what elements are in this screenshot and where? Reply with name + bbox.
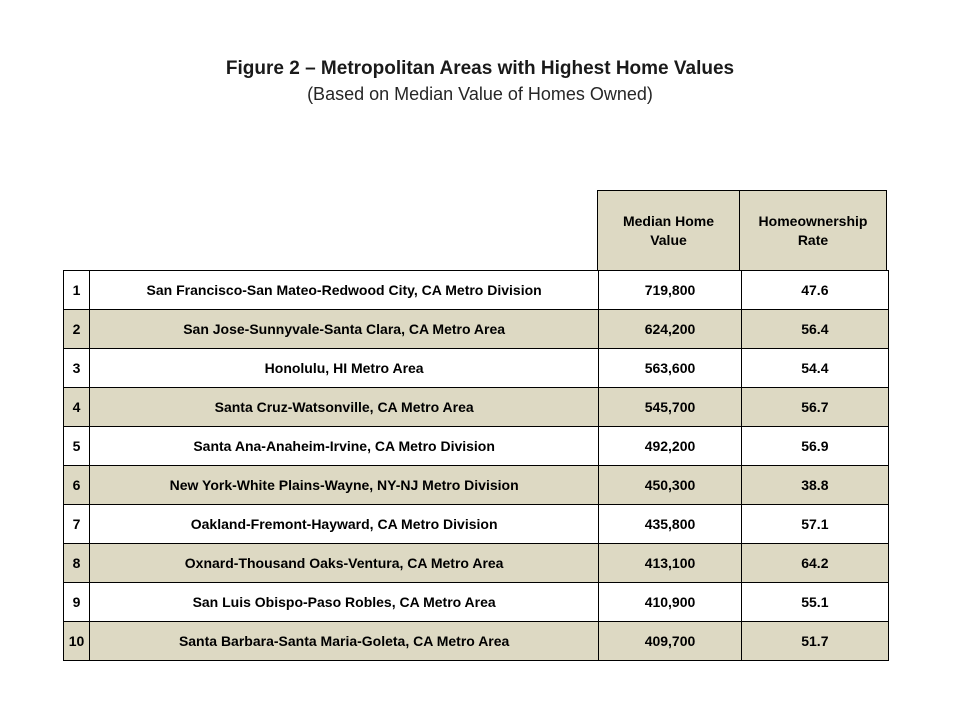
table-row: 6 New York-White Plains-Wayne, NY-NJ Met… [63,465,890,505]
table-row: 8 Oxnard-Thousand Oaks-Ventura, CA Metro… [63,543,890,583]
column-header-homeownership-rate: Homeownership Rate [739,190,887,271]
table-row: 1 San Francisco-San Mateo-Redwood City, … [63,270,890,310]
rank-cell: 9 [63,582,90,622]
ownership-rate-cell: 57.1 [740,504,890,544]
median-value-cell: 624,200 [598,309,742,349]
median-value-cell: 545,700 [598,387,742,427]
figure-title: Figure 2 – Metropolitan Areas with Highe… [225,58,735,79]
ownership-rate-cell: 38.8 [740,465,890,505]
ownership-rate-cell: 51.7 [740,621,890,661]
median-value-cell: 413,100 [598,543,742,583]
rank-cell: 6 [63,465,90,505]
ownership-rate-cell: 55.1 [740,582,890,622]
metro-area-cell: Oakland-Fremont-Hayward, CA Metro Divisi… [88,504,600,544]
ownership-rate-cell: 56.9 [740,426,890,466]
metro-area-cell: Honolulu, HI Metro Area [88,348,600,388]
median-value-cell: 410,900 [598,582,742,622]
metro-area-cell: Santa Ana-Anaheim-Irvine, CA Metro Divis… [88,426,600,466]
table-row: 3 Honolulu, HI Metro Area 563,600 54.4 [63,348,890,388]
table-row: 9 San Luis Obispo-Paso Robles, CA Metro … [63,582,890,622]
figure-subtitle: (Based on Median Value of Homes Owned) [307,83,653,104]
metro-area-cell: San Jose-Sunnyvale-Santa Clara, CA Metro… [88,309,600,349]
metro-area-cell: San Luis Obispo-Paso Robles, CA Metro Ar… [88,582,600,622]
median-value-cell: 492,200 [598,426,742,466]
median-value-cell: 719,800 [598,270,742,310]
table-row: 5 Santa Ana-Anaheim-Irvine, CA Metro Div… [63,426,890,466]
rank-cell: 5 [63,426,90,466]
rank-cell: 8 [63,543,90,583]
metro-area-cell: Oxnard-Thousand Oaks-Ventura, CA Metro A… [88,543,600,583]
metro-area-cell: Santa Barbara-Santa Maria-Goleta, CA Met… [88,621,600,661]
ownership-rate-cell: 56.7 [740,387,890,427]
metro-area-cell: Santa Cruz-Watsonville, CA Metro Area [88,387,600,427]
rank-cell: 10 [63,621,90,661]
median-value-cell: 450,300 [598,465,742,505]
metro-area-cell: New York-White Plains-Wayne, NY-NJ Metro… [88,465,600,505]
table-row: 7 Oakland-Fremont-Hayward, CA Metro Divi… [63,504,890,544]
table-header-row: Median Home Value Homeownership Rate [597,190,887,271]
table-body: 1 San Francisco-San Mateo-Redwood City, … [63,270,890,661]
median-value-cell: 435,800 [598,504,742,544]
metro-area-cell: San Francisco-San Mateo-Redwood City, CA… [88,270,600,310]
rank-cell: 1 [63,270,90,310]
column-header-median-home-value: Median Home Value [597,190,740,271]
rank-cell: 4 [63,387,90,427]
ownership-rate-cell: 54.4 [740,348,890,388]
table-row: 2 San Jose-Sunnyvale-Santa Clara, CA Met… [63,309,890,349]
table-row: 10 Santa Barbara-Santa Maria-Goleta, CA … [63,621,890,661]
ownership-rate-cell: 64.2 [740,543,890,583]
median-value-cell: 563,600 [598,348,742,388]
table-row: 4 Santa Cruz-Watsonville, CA Metro Area … [63,387,890,427]
rank-cell: 7 [63,504,90,544]
ownership-rate-cell: 56.4 [740,309,890,349]
median-value-cell: 409,700 [598,621,742,661]
ownership-rate-cell: 47.6 [740,270,890,310]
rank-cell: 2 [63,309,90,349]
home-values-table: Median Home Value Homeownership Rate 1 S… [63,190,890,661]
rank-cell: 3 [63,348,90,388]
figure-title-block: Figure 2 – Metropolitan Areas with Highe… [0,56,960,106]
